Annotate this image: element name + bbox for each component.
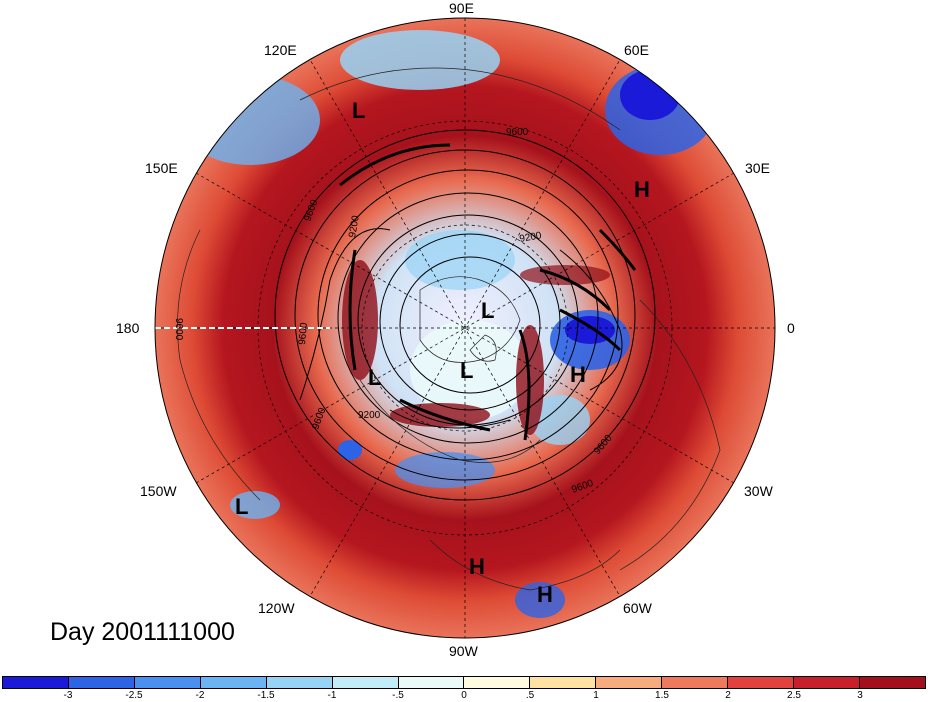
contour-label: 9200 <box>347 214 362 238</box>
low-center-label: L <box>460 358 473 383</box>
high-center-label: H <box>634 177 650 202</box>
contour-label: 9600 <box>173 318 184 341</box>
colorbar-tick-label: -3 <box>63 690 73 701</box>
lon-label-90w: 90W <box>449 643 478 659</box>
low-center-label: L <box>235 494 248 519</box>
lon-label-60w: 60W <box>623 600 652 616</box>
lon-label-30w: 30W <box>744 483 773 499</box>
lon-label-150e: 150E <box>145 160 178 176</box>
colorbar-swatch <box>200 677 267 688</box>
colorbar-swatch <box>68 677 135 688</box>
lon-label-30e: 30E <box>745 160 770 176</box>
polar-map: L H L L H L H H L 9600 9600 9600 9600 96… <box>154 17 776 639</box>
colorbar-tick-label: 2 <box>725 690 731 701</box>
map-boundary <box>154 17 776 639</box>
colorbar-swatch <box>266 677 333 688</box>
colorbar-tick-label: -1.5 <box>257 690 275 701</box>
contour-label: 9600 <box>297 322 310 346</box>
low-center-label: L <box>352 98 365 123</box>
colorbar-tick-label: .5 <box>525 690 535 701</box>
lon-label-60e: 60E <box>624 42 649 58</box>
colorbar-tick-label: 3 <box>857 690 863 701</box>
colorbar-swatch <box>464 677 531 688</box>
colorbar-swatch <box>398 677 465 688</box>
lon-label-120e: 120E <box>264 42 297 58</box>
lon-label-180: 180 <box>116 320 140 336</box>
high-center-label: H <box>570 362 586 387</box>
colorbar <box>2 676 926 689</box>
low-center-label: L <box>481 298 494 323</box>
high-center-label: H <box>469 554 485 579</box>
contour-label: 9200 <box>358 410 381 421</box>
colorbar-swatch <box>596 677 663 688</box>
contour-label: 9600 <box>506 127 529 138</box>
colorbar-tick-label: -.5 <box>392 690 404 701</box>
colorbar-swatch <box>859 677 925 688</box>
contour-label: 9200 <box>519 230 543 245</box>
colorbar-swatch <box>3 677 69 688</box>
colorbar-tick-label: 2.5 <box>787 690 801 701</box>
lon-label-0: 0 <box>787 320 795 336</box>
colorbar-swatch <box>332 677 399 688</box>
colorbar-swatch <box>134 677 201 688</box>
colorbar-swatch <box>530 677 597 688</box>
lon-label-150w: 150W <box>140 483 177 499</box>
colorbar-tick-label: 1.5 <box>655 690 669 701</box>
colorbar-tick-label: -2 <box>195 690 205 701</box>
lon-label-90e: 90E <box>449 0 474 16</box>
lon-label-120w: 120W <box>258 600 295 616</box>
coastlines <box>177 67 721 591</box>
colorbar-swatch <box>662 677 729 688</box>
colorbar-tick-label: -2.5 <box>125 690 143 701</box>
map-title: Day 2001111000 <box>50 618 235 646</box>
colorbar-tick-label: 1 <box>593 690 599 701</box>
colorbar-swatch <box>728 677 795 688</box>
high-center-label: H <box>537 582 553 607</box>
colorbar-tick-label: 0 <box>461 690 467 701</box>
low-center-label: L <box>368 365 381 390</box>
colorbar-tick-label: -1 <box>327 690 337 701</box>
shaded-field: L H L L H L H H L 9600 9600 9600 9600 96… <box>155 18 775 638</box>
colorbar-swatch <box>794 677 860 688</box>
